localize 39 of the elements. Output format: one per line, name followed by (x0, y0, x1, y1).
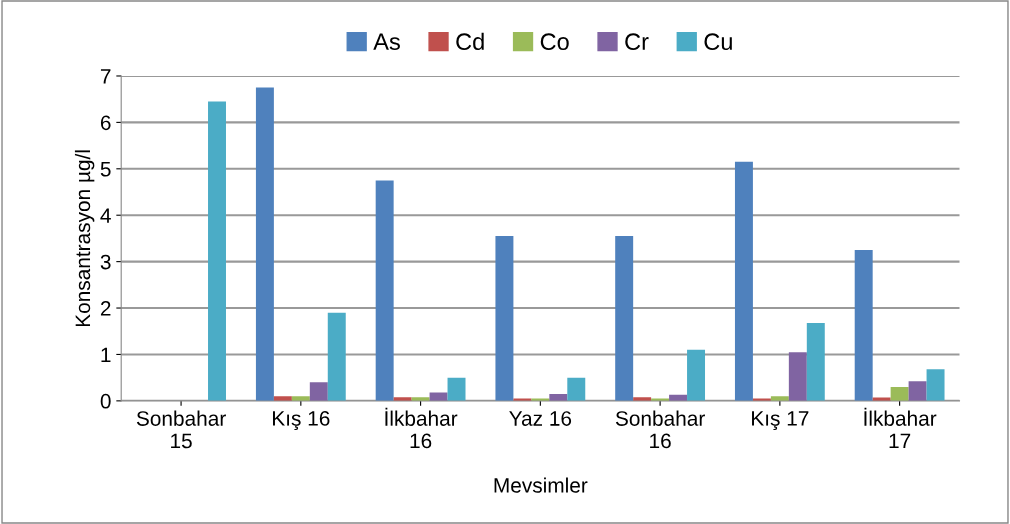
x-tick-label: Sonbahar 16 (615, 410, 705, 449)
y-tick-label: 5 (100, 162, 111, 177)
bar (615, 236, 634, 401)
bar (926, 369, 945, 401)
x-tick-label: İlkbahar 17 (864, 407, 937, 449)
x-tick-label: Kış 17 (752, 411, 809, 430)
legend-label: Cr (625, 33, 649, 51)
x-tick-label: Kış 16 (273, 411, 330, 430)
y-tick-label: 3 (100, 254, 111, 270)
bar (854, 250, 873, 401)
bar (309, 382, 328, 401)
x-tick-label: Yaz 16 (509, 411, 572, 426)
bar (208, 101, 226, 401)
bar (375, 180, 394, 401)
x-axis-title: Mevsimler (494, 477, 588, 493)
y-tick-label: 1 (101, 347, 111, 362)
legend-label: Cd (456, 32, 484, 51)
bar (255, 87, 274, 401)
bar (908, 381, 927, 401)
y-axis-title: Konsantrasyon µg/l (74, 150, 95, 327)
bar (447, 377, 466, 401)
bar (890, 386, 909, 401)
y-tick-label: 4 (100, 208, 111, 223)
x-tick-label: İlkbahar 16 (385, 407, 458, 449)
legend-label: Cu (704, 33, 732, 51)
y-tick-label: 2 (100, 301, 111, 316)
bar (495, 236, 514, 401)
bar (788, 352, 807, 401)
bar (734, 161, 753, 401)
y-tick-label: 0 (100, 393, 111, 409)
bar (806, 322, 825, 401)
x-tick-label: Sonbahar 15 (136, 410, 226, 449)
bar (327, 312, 346, 401)
y-tick-label: 6 (100, 115, 111, 131)
y-tick-label: 7 (100, 69, 111, 84)
bar (687, 349, 706, 401)
bar (567, 377, 586, 401)
legend-label: As (373, 33, 400, 51)
legend-label: Co (540, 33, 569, 51)
